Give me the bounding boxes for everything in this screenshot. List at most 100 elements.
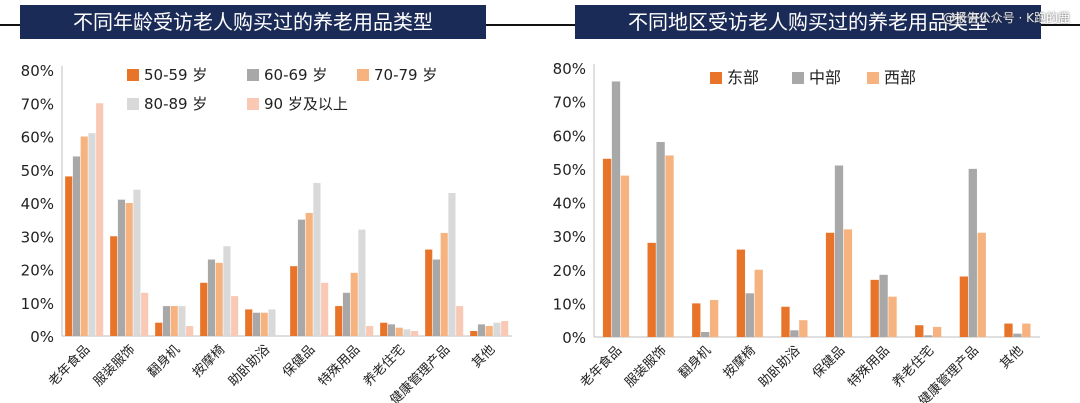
category-label: 其他 [469, 342, 498, 371]
y-tick-label: 80% [553, 60, 586, 78]
y-tick-label: 30% [553, 228, 586, 246]
category-label: 其他 [998, 343, 1027, 372]
bar [1004, 323, 1013, 337]
bar [825, 232, 835, 337]
bar [701, 331, 710, 337]
y-tick-label: 10% [553, 295, 586, 313]
bar [207, 259, 216, 336]
bar [485, 326, 493, 336]
category-label: 特殊用品 [316, 342, 363, 389]
bar [231, 296, 239, 336]
legend-label: 50-59 岁 [144, 66, 207, 84]
bar [440, 232, 448, 336]
y-tick-label: 70% [21, 95, 54, 113]
bar [736, 249, 746, 337]
bar [870, 279, 879, 337]
bar [88, 133, 96, 336]
bar [178, 306, 186, 336]
bar [72, 156, 81, 336]
y-tick-label: 60% [553, 127, 586, 145]
bar [290, 266, 298, 336]
y-tick-label: 20% [553, 262, 586, 280]
y-tick-label: 50% [553, 161, 586, 179]
bar [425, 249, 433, 336]
bar [477, 324, 486, 336]
chart-title-age: 不同年龄受访老人购买过的养老用品类型 [20, 5, 486, 39]
legend-label: 90 岁及以上 [264, 95, 348, 113]
bar [215, 262, 223, 336]
bar [65, 176, 73, 336]
legend-swatch [792, 72, 804, 84]
bar [305, 212, 313, 336]
bar [888, 296, 897, 337]
legend-swatch [710, 72, 722, 84]
bar [602, 158, 612, 337]
bar [313, 183, 321, 336]
bar [366, 326, 374, 336]
bar [611, 81, 621, 337]
legend-label: 西部 [884, 68, 916, 87]
category-label: 保健品 [280, 342, 318, 380]
y-tick-label: 10% [21, 295, 54, 313]
y-tick-label: 0% [562, 329, 586, 347]
bar [245, 309, 253, 336]
bar [709, 300, 719, 337]
bar [915, 325, 924, 337]
category-label: 翻身机 [144, 342, 183, 381]
bar [879, 274, 888, 337]
watermark: @报告公众号 · K跑的鹿 [942, 11, 1070, 25]
bar [125, 203, 133, 336]
category-label: 保健品 [810, 343, 848, 381]
bar [754, 269, 763, 337]
bar [186, 326, 194, 336]
y-tick-label: 50% [21, 162, 54, 180]
bar [321, 282, 329, 336]
bar [387, 324, 396, 336]
category-label: 养老住宅 [360, 342, 408, 390]
bar [692, 303, 701, 337]
y-tick-label: 40% [21, 195, 54, 213]
bar [1013, 333, 1022, 337]
bar [799, 320, 808, 337]
legend-label: 60-69 岁 [264, 66, 327, 84]
bar [647, 242, 656, 337]
bar [350, 272, 358, 336]
bar [977, 232, 986, 337]
bar [745, 293, 754, 337]
y-tick-label: 70% [553, 94, 586, 112]
bar [110, 236, 118, 336]
y-tick-label: 20% [21, 262, 54, 280]
category-label: 特殊用品 [845, 343, 892, 390]
category-label: 按摩椅 [720, 343, 759, 382]
bar [223, 246, 231, 336]
y-tick-label: 40% [553, 195, 586, 213]
bar [932, 326, 942, 337]
bar [620, 175, 630, 337]
bar [335, 306, 343, 336]
bar [96, 103, 104, 336]
bar [411, 331, 419, 336]
bar [162, 306, 171, 336]
category-label: 服装服饰 [91, 342, 138, 389]
category-label: 助卧助浴 [756, 343, 803, 390]
bar [665, 155, 674, 337]
y-tick-label: 0% [30, 328, 54, 346]
category-label: 翻身机 [675, 343, 714, 382]
bar [959, 276, 969, 337]
bar [448, 193, 456, 336]
bar [656, 141, 665, 337]
y-tick-label: 30% [21, 228, 54, 246]
bar [155, 322, 163, 336]
bar [170, 306, 178, 336]
bar [380, 322, 388, 336]
bar [432, 259, 441, 336]
legend-label: 东部 [727, 68, 759, 87]
legend-label: 80-89 岁 [144, 95, 207, 113]
bar [252, 312, 261, 336]
bar [260, 312, 268, 336]
y-tick-label: 60% [21, 129, 54, 147]
bar [342, 292, 351, 336]
bar [924, 335, 933, 337]
